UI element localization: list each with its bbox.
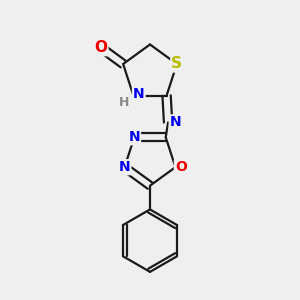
Text: N: N [128, 130, 140, 144]
Text: S: S [171, 56, 182, 71]
Text: N: N [170, 115, 181, 129]
Text: O: O [94, 40, 107, 55]
Text: N: N [119, 160, 130, 174]
Text: N: N [133, 87, 145, 101]
Text: H: H [119, 97, 129, 110]
Text: O: O [175, 160, 187, 174]
